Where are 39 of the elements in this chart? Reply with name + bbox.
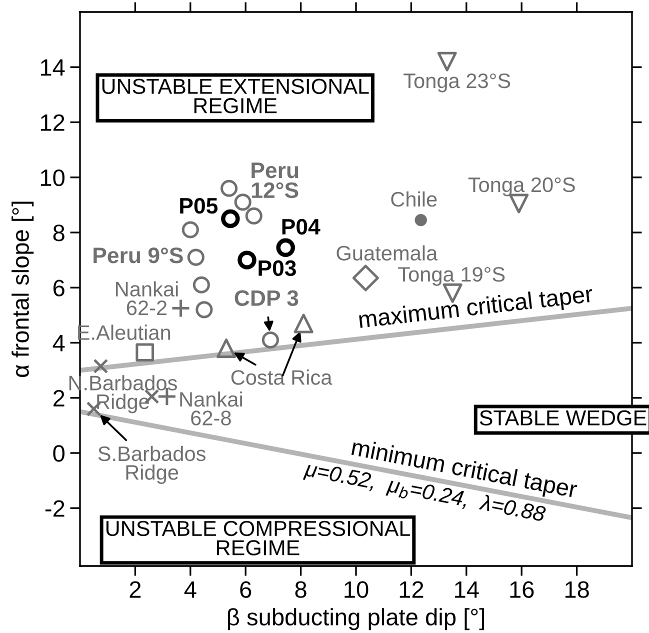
annotation: Peru 12°S bbox=[252, 162, 298, 198]
text: maximum critical taper bbox=[358, 284, 594, 333]
annotation: P03 bbox=[258, 260, 296, 276]
annotation: Guatemala bbox=[336, 245, 438, 261]
y-tick-label: 10 bbox=[40, 169, 64, 186]
x-tick-label: 10 bbox=[344, 581, 368, 598]
annotation: Chile bbox=[391, 191, 437, 207]
annotation: Tonga 23°S bbox=[404, 73, 510, 92]
y-axis-title: α frontal slope [°] bbox=[12, 202, 34, 377]
y-tick-label: -2 bbox=[45, 500, 64, 517]
annotation: UNSTABLE EXTENSIONAL REGIME bbox=[102, 78, 369, 114]
annotation: P05 bbox=[180, 198, 218, 214]
x-tick-label: 12 bbox=[400, 581, 424, 598]
annotation: Peru 9°S bbox=[94, 248, 183, 264]
annotation: Tonga 20°S bbox=[468, 177, 575, 196]
annotation: STABLE WEDGE bbox=[480, 410, 646, 426]
y-tick-label: 12 bbox=[40, 114, 64, 131]
x-tick-label: 6 bbox=[240, 581, 252, 598]
annotation: CDP 3 bbox=[234, 290, 298, 306]
y-tick-label: 14 bbox=[40, 59, 65, 76]
annotation: Nankai 62-8 bbox=[180, 391, 242, 426]
annotation: Costa Rica bbox=[231, 370, 332, 385]
y-tick-label: 6 bbox=[53, 280, 64, 296]
x-tick-label: 8 bbox=[295, 581, 306, 598]
x-tick-label: 4 bbox=[184, 581, 196, 598]
x-tick-label: 2 bbox=[130, 581, 141, 598]
y-tick-label: 2 bbox=[53, 390, 64, 406]
x-tick-label: 16 bbox=[510, 581, 534, 598]
y-tick-label: 8 bbox=[53, 224, 64, 242]
annotation: S.Barbados Ridge bbox=[98, 446, 206, 484]
annotation: UNSTABLE COMPRESSIONAL REGIME bbox=[106, 520, 410, 556]
x-tick-label: 18 bbox=[565, 581, 589, 598]
x-tick-label: 14 bbox=[455, 581, 479, 598]
x-axis-title: β subducting plate dip [°] bbox=[228, 608, 484, 630]
annotation: P04 bbox=[282, 218, 320, 235]
y-tick-label: 0 bbox=[53, 445, 64, 462]
y-tick-label: 4 bbox=[52, 335, 65, 352]
annotation: Nankai 62-2 bbox=[116, 281, 178, 316]
annotation: Tonga 19°S bbox=[398, 266, 505, 286]
